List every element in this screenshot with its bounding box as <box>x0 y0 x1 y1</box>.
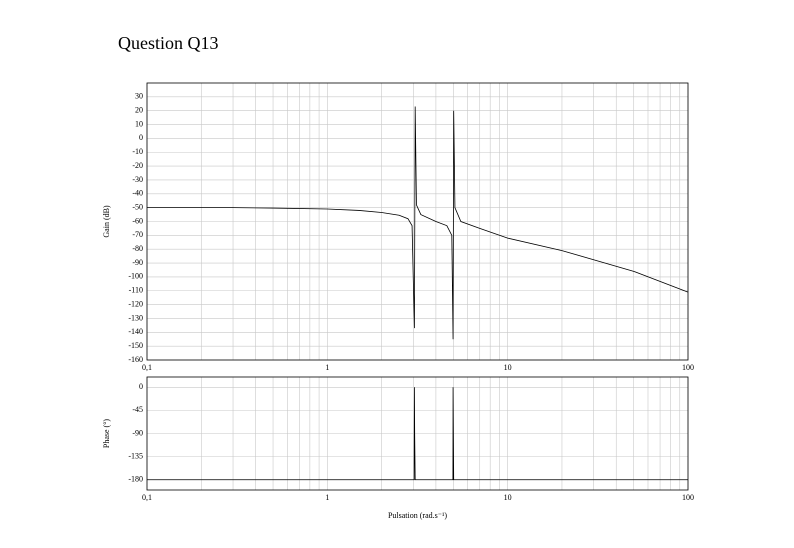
plot-frame <box>146 82 689 361</box>
x-tick-label: 0,1 <box>142 493 152 502</box>
data-line <box>147 106 689 340</box>
y-tick-label: 30 <box>135 92 143 101</box>
y-tick-label: -100 <box>128 272 143 281</box>
y-tick-label: 20 <box>135 106 143 115</box>
x-tick-label: 1 <box>325 493 329 502</box>
y-tick-label: -135 <box>128 451 143 460</box>
y-tick-label: 10 <box>135 119 143 128</box>
y-tick-label: -180 <box>128 475 143 484</box>
y-tick-label: -50 <box>132 202 143 211</box>
y-tick-label: 0 <box>139 382 143 391</box>
chart-title: Question Q13 <box>118 33 219 53</box>
x-tick-label: 10 <box>504 363 512 372</box>
y-tick-label: -45 <box>132 405 143 414</box>
y-tick-label: -120 <box>128 299 143 308</box>
y-tick-label: -10 <box>132 147 143 156</box>
x-tick-label: 1 <box>325 363 329 372</box>
y-tick-label: -20 <box>132 161 143 170</box>
y-tick-label: -30 <box>132 175 143 184</box>
y-tick-label: -70 <box>132 230 143 239</box>
y-axis-label: Gain (dB) <box>102 205 111 238</box>
y-tick-label: -40 <box>132 189 143 198</box>
plot-frame <box>146 376 689 491</box>
y-tick-label: 0 <box>139 133 143 142</box>
y-tick-label: -110 <box>129 286 143 295</box>
y-tick-label: -130 <box>128 313 143 322</box>
x-tick-label: 100 <box>682 363 694 372</box>
y-tick-label: -60 <box>132 216 143 225</box>
y-tick-label: -150 <box>128 341 143 350</box>
y-tick-label: -80 <box>132 244 143 253</box>
y-tick-label: -90 <box>132 428 143 437</box>
y-tick-label: -90 <box>132 258 143 267</box>
x-axis-label: Pulsation (rad.s⁻¹) <box>388 511 447 520</box>
y-tick-label: -160 <box>128 355 143 364</box>
y-axis-label: Phase (°) <box>102 419 111 449</box>
x-tick-label: 10 <box>504 493 512 502</box>
y-tick-label: -140 <box>128 327 143 336</box>
x-tick-label: 0,1 <box>142 363 152 372</box>
data-line <box>147 387 688 481</box>
x-tick-label: 100 <box>682 493 694 502</box>
